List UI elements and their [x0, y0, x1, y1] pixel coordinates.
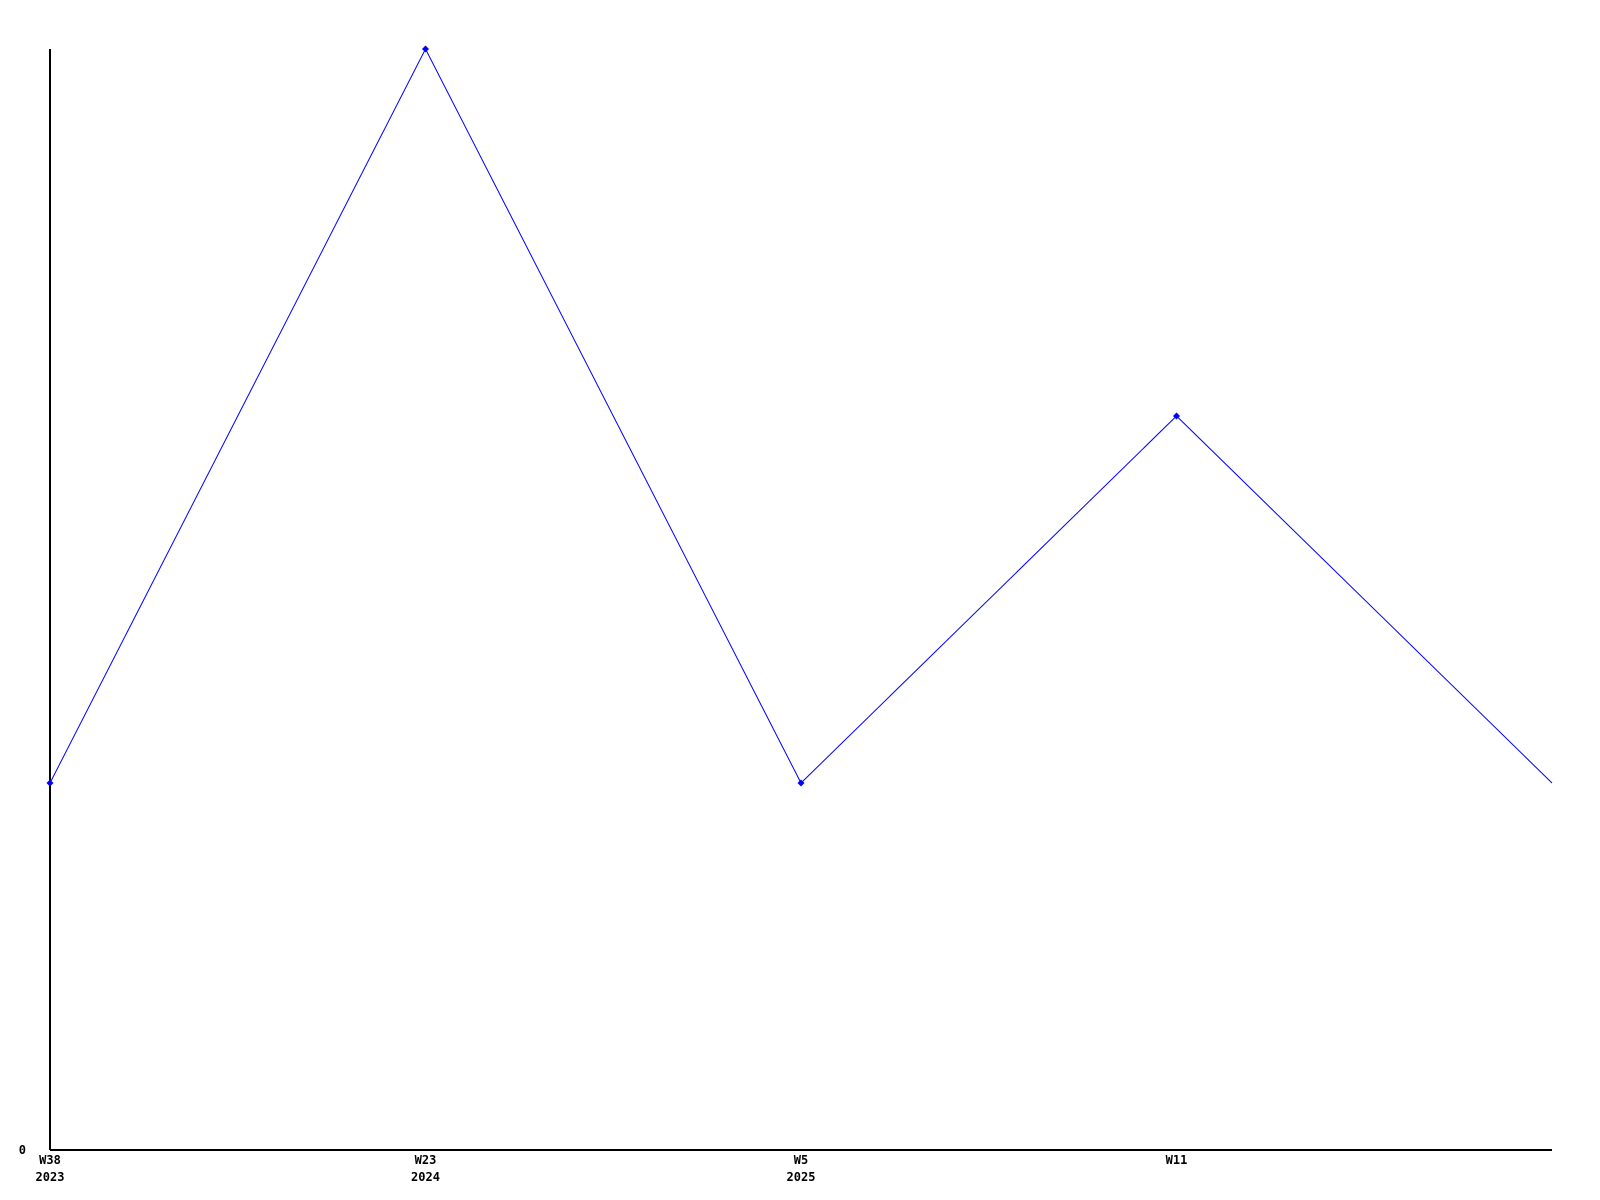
- y-tick-label: 0: [19, 1143, 26, 1157]
- x-tick-label: W5: [794, 1153, 808, 1167]
- x-tick-label: W11: [1166, 1153, 1188, 1167]
- x-tick-label-year: 2023: [36, 1170, 65, 1184]
- data-point-marker: [797, 779, 805, 787]
- series-line: [49, 47, 1553, 784]
- x-tick-label-year: 2024: [411, 1170, 440, 1184]
- data-point-marker: [422, 45, 429, 53]
- data-point-marker: [46, 779, 54, 787]
- data-point-marker: [1173, 412, 1180, 420]
- x-tick-label-year: 2025: [787, 1170, 816, 1184]
- x-tick-label: W23: [415, 1153, 437, 1167]
- x-tick-label: W38: [39, 1153, 61, 1167]
